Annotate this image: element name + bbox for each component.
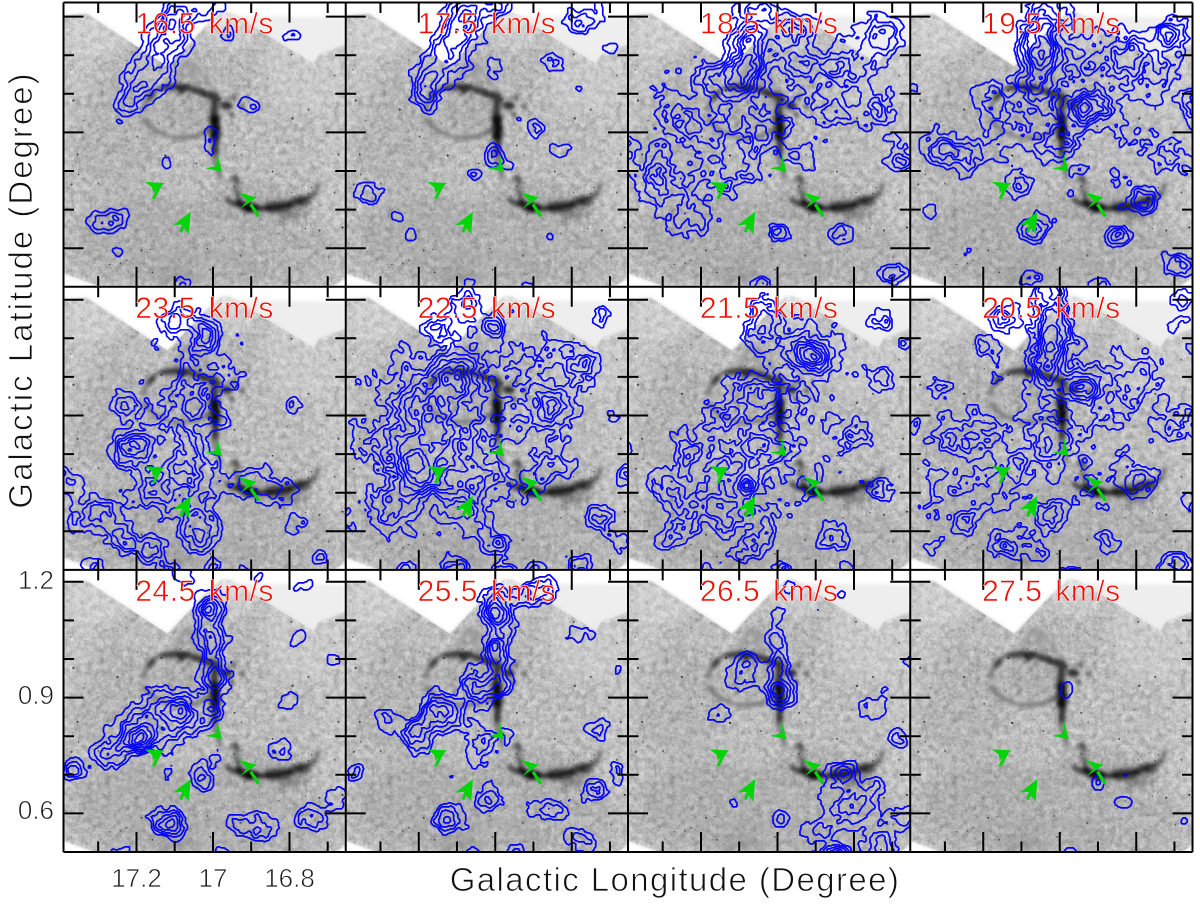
- svg-text:20.5 km/s: 20.5 km/s: [982, 292, 1121, 325]
- svg-text:27.5 km/s: 27.5 km/s: [982, 575, 1121, 608]
- svg-text:22.5 km/s: 22.5 km/s: [418, 292, 557, 325]
- svg-text:21.5 km/s: 21.5 km/s: [700, 292, 839, 325]
- svg-text:0.6: 0.6: [18, 795, 54, 825]
- svg-text:0.9: 0.9: [18, 680, 54, 710]
- svg-text:1.2: 1.2: [18, 565, 54, 595]
- svg-text:17.2: 17.2: [111, 863, 162, 893]
- svg-text:16.8: 16.8: [264, 863, 315, 893]
- svg-text:26.5 km/s: 26.5 km/s: [700, 575, 839, 608]
- svg-text:18.5 km/s: 18.5 km/s: [700, 8, 839, 41]
- svg-text:17: 17: [199, 863, 228, 893]
- svg-text:24.5 km/s: 24.5 km/s: [135, 575, 274, 608]
- svg-text:16.5 km/s: 16.5 km/s: [135, 8, 274, 41]
- svg-text:23.5 km/s: 23.5 km/s: [135, 292, 274, 325]
- svg-text:Galactic Longitude (Degree): Galactic Longitude (Degree): [450, 861, 901, 898]
- svg-text:Galactic Latitude (Degree): Galactic Latitude (Degree): [2, 71, 39, 508]
- svg-text:19.5 km/s: 19.5 km/s: [982, 8, 1121, 41]
- svg-text:25.5 km/s: 25.5 km/s: [418, 575, 557, 608]
- svg-text:17.5 km/s: 17.5 km/s: [418, 8, 557, 41]
